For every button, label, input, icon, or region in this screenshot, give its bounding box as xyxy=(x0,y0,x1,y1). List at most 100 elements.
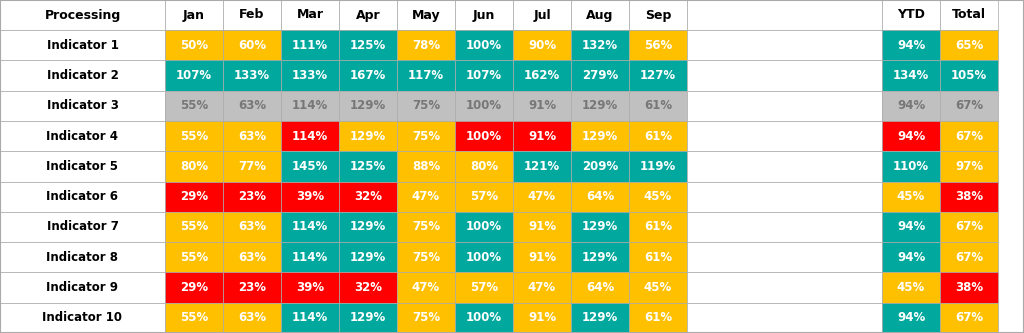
Bar xyxy=(223,303,281,333)
Text: 80%: 80% xyxy=(180,160,208,173)
Text: Indicator 10: Indicator 10 xyxy=(43,311,123,324)
Text: 129%: 129% xyxy=(582,251,618,264)
Bar xyxy=(455,91,513,121)
Text: 91%: 91% xyxy=(528,130,556,143)
Text: 80%: 80% xyxy=(470,160,498,173)
Text: 63%: 63% xyxy=(238,311,266,324)
Bar xyxy=(513,181,571,212)
Text: Indicator 6: Indicator 6 xyxy=(46,190,119,203)
Bar xyxy=(513,60,571,91)
Bar xyxy=(940,181,998,212)
Bar xyxy=(281,242,339,272)
Bar xyxy=(571,242,629,272)
Text: 61%: 61% xyxy=(644,311,672,324)
Bar xyxy=(165,303,223,333)
Text: 114%: 114% xyxy=(292,99,328,112)
Bar xyxy=(940,242,998,272)
Bar xyxy=(281,272,339,303)
Bar xyxy=(339,242,397,272)
Text: 32%: 32% xyxy=(354,281,382,294)
Bar xyxy=(281,181,339,212)
Bar xyxy=(339,0,397,30)
Bar xyxy=(455,181,513,212)
Bar xyxy=(629,121,687,151)
Text: 67%: 67% xyxy=(955,251,983,264)
Text: 91%: 91% xyxy=(528,99,556,112)
Text: 129%: 129% xyxy=(582,220,618,233)
Bar xyxy=(687,272,882,303)
Bar xyxy=(165,242,223,272)
Bar xyxy=(629,212,687,242)
Bar xyxy=(339,212,397,242)
Bar xyxy=(629,242,687,272)
Text: 129%: 129% xyxy=(350,311,386,324)
Text: 47%: 47% xyxy=(528,190,556,203)
Bar xyxy=(223,212,281,242)
Text: 134%: 134% xyxy=(893,69,929,82)
Bar xyxy=(513,91,571,121)
Text: 114%: 114% xyxy=(292,220,328,233)
Text: 61%: 61% xyxy=(644,251,672,264)
Text: 57%: 57% xyxy=(470,281,498,294)
Bar xyxy=(882,60,940,91)
Text: 209%: 209% xyxy=(582,160,618,173)
Bar xyxy=(339,121,397,151)
Bar xyxy=(223,181,281,212)
Bar xyxy=(0,272,165,303)
Text: 90%: 90% xyxy=(528,39,556,52)
Bar xyxy=(397,242,455,272)
Bar xyxy=(165,0,223,30)
Bar xyxy=(687,0,882,30)
Text: 45%: 45% xyxy=(897,281,925,294)
Text: Jan: Jan xyxy=(183,9,205,22)
Bar xyxy=(281,30,339,60)
Text: 39%: 39% xyxy=(296,281,324,294)
Text: 50%: 50% xyxy=(180,39,208,52)
Bar xyxy=(455,121,513,151)
Bar xyxy=(629,60,687,91)
Text: 55%: 55% xyxy=(180,220,208,233)
Text: 111%: 111% xyxy=(292,39,328,52)
Text: 100%: 100% xyxy=(466,99,502,112)
Bar xyxy=(687,242,882,272)
Bar xyxy=(0,0,165,30)
Text: 23%: 23% xyxy=(238,281,266,294)
Bar xyxy=(571,212,629,242)
Text: 45%: 45% xyxy=(644,190,672,203)
Text: 94%: 94% xyxy=(897,39,925,52)
Text: 94%: 94% xyxy=(897,130,925,143)
Bar xyxy=(513,303,571,333)
Text: 47%: 47% xyxy=(412,281,440,294)
Bar xyxy=(687,303,882,333)
Bar xyxy=(0,151,165,181)
Bar xyxy=(223,60,281,91)
Text: 129%: 129% xyxy=(350,251,386,264)
Bar xyxy=(513,212,571,242)
Bar xyxy=(455,212,513,242)
Text: 55%: 55% xyxy=(180,99,208,112)
Bar xyxy=(940,212,998,242)
Text: 78%: 78% xyxy=(412,39,440,52)
Text: Total: Total xyxy=(952,9,986,22)
Text: 94%: 94% xyxy=(897,220,925,233)
Bar xyxy=(397,181,455,212)
Bar xyxy=(165,121,223,151)
Bar xyxy=(223,30,281,60)
Bar xyxy=(940,30,998,60)
Text: 91%: 91% xyxy=(528,311,556,324)
Text: 91%: 91% xyxy=(528,220,556,233)
Text: Indicator 1: Indicator 1 xyxy=(46,39,119,52)
Bar xyxy=(571,121,629,151)
Text: 132%: 132% xyxy=(582,39,618,52)
Bar xyxy=(397,91,455,121)
Bar xyxy=(397,303,455,333)
Text: 38%: 38% xyxy=(955,190,983,203)
Text: 97%: 97% xyxy=(955,160,983,173)
Text: 75%: 75% xyxy=(412,311,440,324)
Bar xyxy=(687,121,882,151)
Bar xyxy=(165,181,223,212)
Bar xyxy=(165,151,223,181)
Bar xyxy=(629,0,687,30)
Bar xyxy=(281,60,339,91)
Text: 107%: 107% xyxy=(466,69,502,82)
